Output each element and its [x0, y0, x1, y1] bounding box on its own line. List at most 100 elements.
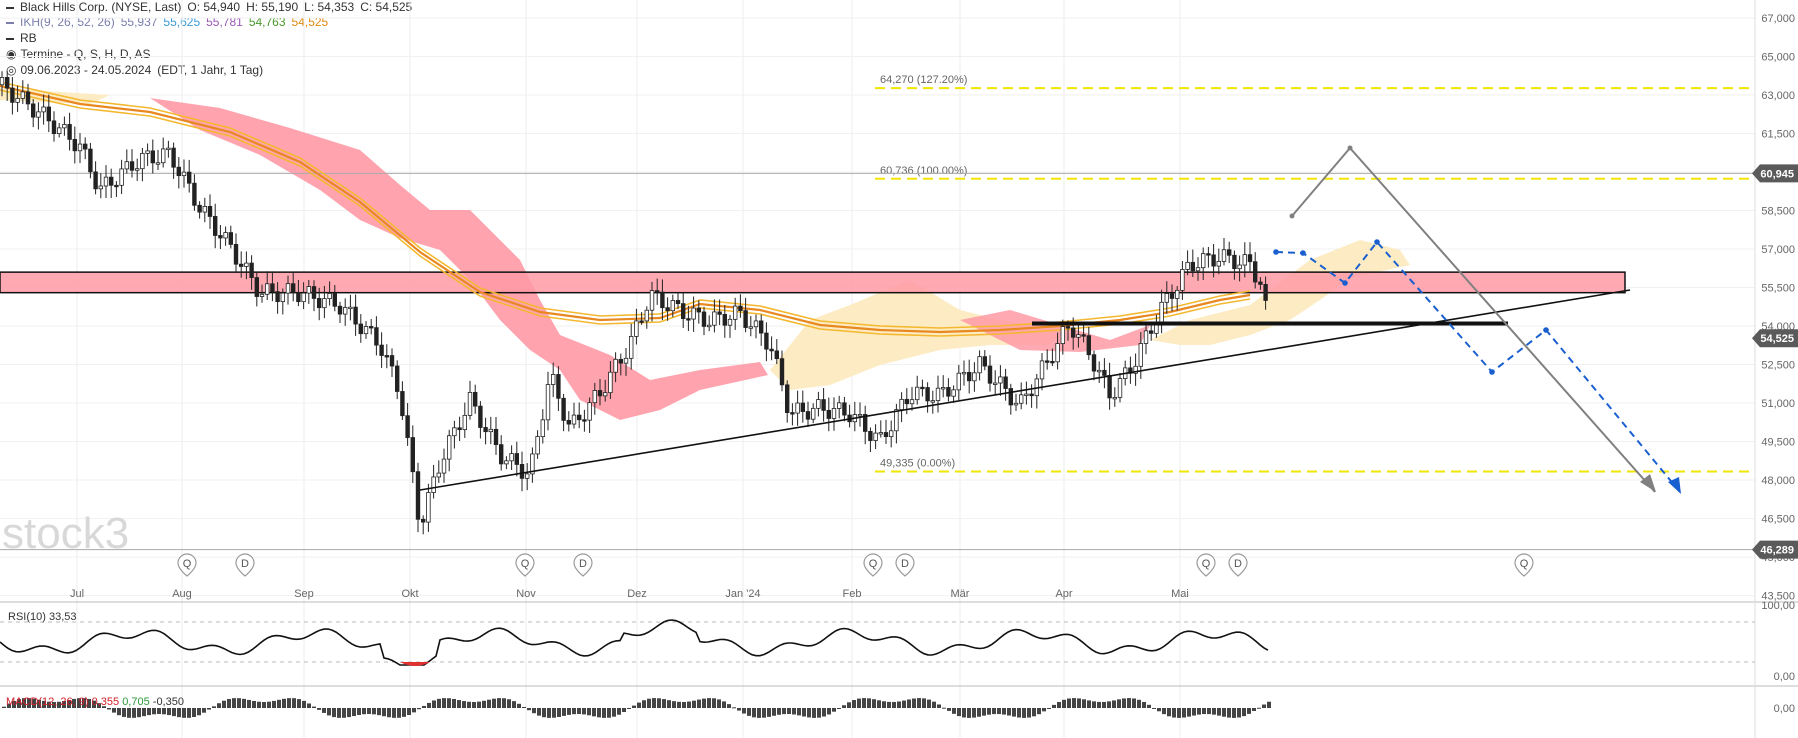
- x-axis-months: Jul Aug Sep Okt Nov Dez Jan '24 Feb Mär Apr Mai: [70, 588, 1189, 600]
- macd-bar: [862, 698, 866, 708]
- macd-bar: [847, 702, 851, 708]
- y-tick-label: 67,000: [1761, 13, 1795, 25]
- macd-bar: [37, 699, 41, 708]
- event-marker-icon: [515, 553, 535, 577]
- macd-bar: [877, 700, 881, 708]
- macd-label: MACD(12, 26, 9): [6, 696, 92, 708]
- y-tick-label: 57,000: [1761, 244, 1795, 256]
- macd-bar: [1192, 708, 1196, 716]
- macd-bar: [537, 708, 541, 716]
- moving-average-line: [0, 84, 1251, 334]
- candle-body: [618, 358, 623, 364]
- candle-body: [1206, 253, 1211, 256]
- candle-body: [384, 355, 389, 358]
- macd-bar: [697, 699, 701, 708]
- candle-body: [1081, 334, 1086, 337]
- candle-body: [212, 216, 218, 236]
- candle-body: [446, 435, 452, 460]
- macd-bar: [542, 708, 546, 718]
- macd-bar: [137, 708, 141, 718]
- candle-body: [795, 402, 800, 414]
- candle-body: [1112, 396, 1117, 400]
- macd-bar: [262, 701, 266, 708]
- macd-bar: [382, 708, 386, 717]
- candle-body: [863, 414, 868, 432]
- macd-bar: [687, 701, 691, 708]
- macd-bar: [417, 708, 421, 710]
- projection-point: [1347, 145, 1353, 151]
- macd-bar: [472, 701, 476, 708]
- candle-body: [478, 405, 483, 428]
- macd-bar: [497, 698, 501, 708]
- candle-body: [145, 150, 150, 154]
- range-icon: ◎: [6, 63, 17, 77]
- candle-body: [873, 432, 878, 441]
- candle-body: [98, 185, 103, 190]
- macd-bar: [792, 708, 796, 715]
- event-marker-label: D: [1234, 558, 1242, 570]
- macd-bar: [857, 698, 861, 708]
- macd-bar: [932, 701, 936, 708]
- candle-body: [915, 386, 920, 401]
- macd-bar: [727, 704, 731, 708]
- candle-body: [483, 427, 488, 433]
- macd-bar: [517, 703, 521, 708]
- macd-bar: [332, 708, 336, 718]
- macd-bar: [187, 708, 191, 718]
- candle-body: [857, 414, 863, 417]
- candle-body: [1247, 254, 1253, 263]
- macd-bar: [122, 708, 126, 717]
- candle-body: [909, 399, 915, 405]
- macd-bar: [82, 698, 86, 708]
- macd-bar: [1122, 698, 1126, 708]
- candle-body: [1097, 369, 1102, 373]
- candle-body: [93, 171, 98, 190]
- macd-bar: [897, 701, 901, 708]
- candle-body: [670, 300, 675, 312]
- candle-body: [10, 87, 15, 103]
- macd-bar: [667, 700, 671, 708]
- candle-body: [509, 453, 514, 462]
- macd-bar: [457, 700, 461, 708]
- macd-bar: [972, 708, 976, 718]
- candle-body: [103, 176, 109, 187]
- y-tick-label: 48,000: [1761, 475, 1795, 487]
- macd-bar: [212, 706, 216, 708]
- macd-bar: [1207, 708, 1211, 715]
- candle-body: [733, 305, 738, 320]
- macd-bar: [1057, 702, 1061, 708]
- candle-body: [639, 320, 644, 323]
- macd-bar: [272, 700, 276, 708]
- macd-bar: [462, 701, 466, 708]
- macd-bar: [312, 706, 316, 708]
- macd-bar: [557, 708, 561, 717]
- macd-bar: [1042, 708, 1046, 712]
- candle-body: [114, 184, 119, 188]
- macd-bar: [407, 708, 411, 715]
- ikh-marker-icon: [6, 21, 14, 24]
- projection-point: [1489, 369, 1495, 375]
- candle-body: [1253, 261, 1258, 283]
- macd-bar: [222, 700, 226, 708]
- macd-bar: [717, 699, 721, 708]
- macd-bar: [952, 708, 956, 714]
- macd-bar: [1177, 708, 1181, 718]
- macd-bar: [627, 708, 631, 709]
- candle-body: [920, 386, 925, 390]
- candle-body: [1117, 378, 1123, 398]
- macd-bar: [562, 708, 566, 716]
- macd-bar: [922, 698, 926, 708]
- macd-bar: [942, 707, 946, 709]
- candle-body: [868, 431, 873, 441]
- macd-bar: [1127, 698, 1131, 708]
- macd-bar: [1257, 707, 1261, 709]
- macd-bar: [1117, 699, 1121, 708]
- candle-body: [441, 458, 447, 474]
- macd-bar: [247, 699, 251, 708]
- candle-body: [301, 292, 306, 303]
- candle-body: [987, 365, 993, 384]
- macd-bar: [62, 701, 66, 708]
- arrow-head-icon: [1668, 477, 1681, 494]
- macd-bar: [782, 708, 786, 715]
